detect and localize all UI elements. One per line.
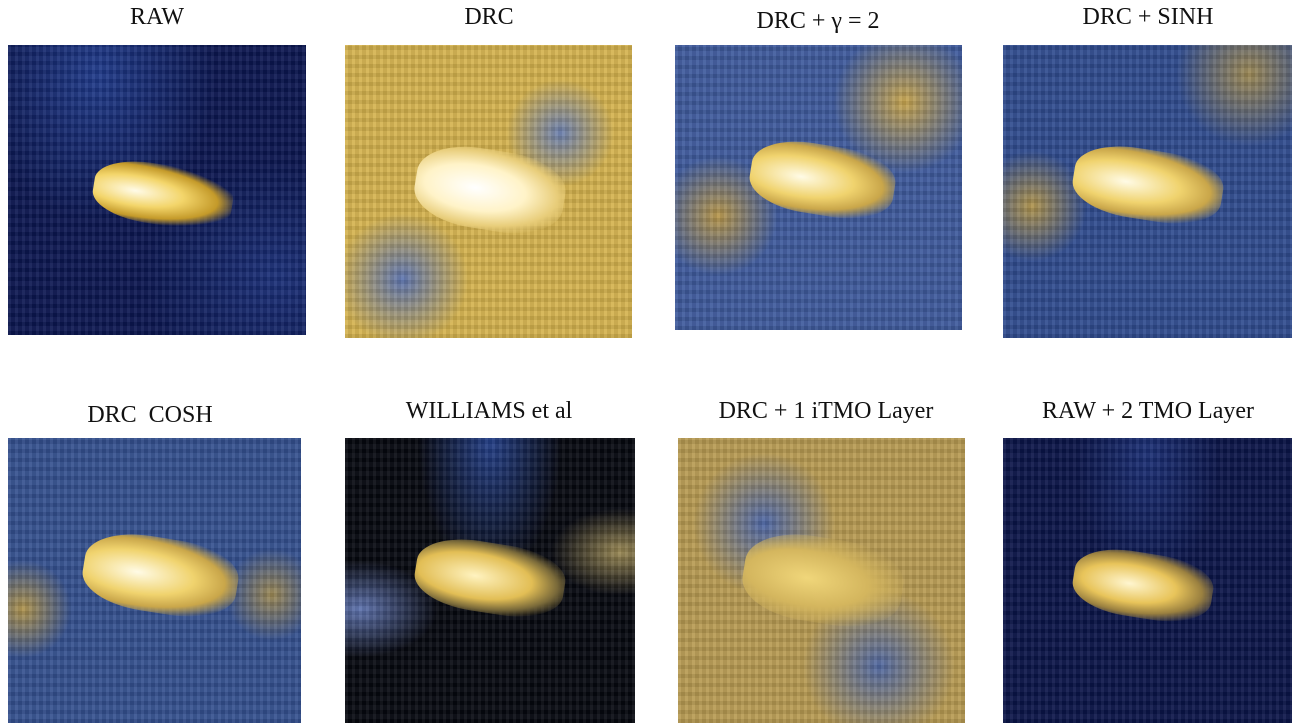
panel-title: DRC COSH [0,402,300,429]
image-drc-sinh [1003,45,1292,338]
panel-title: WILLIAMS et al [339,398,639,425]
image-raw-tmo [1003,438,1292,723]
image-drc-cosh [8,438,301,723]
panel-title: DRC + γ = 2 [668,8,968,35]
image-drc-gamma [675,45,962,330]
image-drc-itmo [678,438,965,723]
image-raw [8,45,306,335]
panel-title: RAW [7,4,307,31]
figure: RAW DRC DRC + γ = 2 DRC + SINH DRC COSH … [0,0,1297,723]
image-drc [345,45,632,338]
panel-title: DRC + 1 iTMO Layer [676,398,976,425]
panel-title: RAW + 2 TMO Layer [998,398,1297,425]
panel-title: DRC + SINH [998,4,1297,31]
panel-title: DRC [339,4,639,31]
image-williams [345,438,635,723]
